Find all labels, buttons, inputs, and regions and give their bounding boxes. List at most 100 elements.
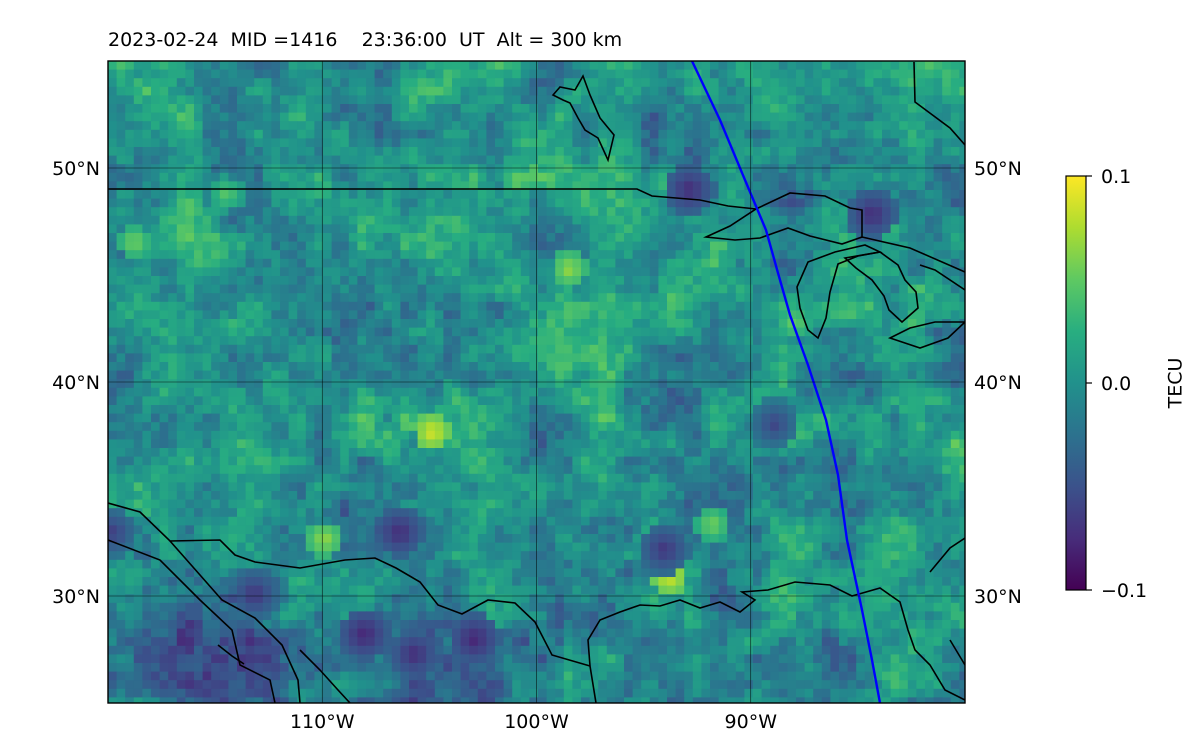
tec-cell	[151, 301, 161, 311]
tec-cell	[151, 344, 161, 354]
tec-cell	[873, 319, 883, 329]
tec-cell	[245, 172, 255, 182]
tec-cell	[469, 258, 479, 268]
tec-cell	[142, 164, 152, 174]
tec-cell	[417, 405, 427, 415]
tec-cell	[469, 465, 479, 475]
tec-cell	[512, 207, 522, 217]
tec-cell	[890, 319, 900, 329]
tec-cell	[632, 86, 642, 96]
tec-cell	[409, 327, 419, 337]
tec-cell	[245, 293, 255, 303]
tec-cell	[142, 121, 152, 131]
tec-cell	[821, 138, 831, 148]
tec-cell	[744, 250, 754, 260]
tec-cell	[899, 327, 909, 337]
tec-cell	[641, 78, 651, 88]
tec-cell	[495, 310, 505, 320]
tec-cell	[744, 344, 754, 354]
tec-cell	[581, 413, 591, 423]
tec-cell	[925, 362, 935, 372]
tec-cell	[383, 422, 393, 432]
tec-cell	[512, 396, 522, 406]
tec-cell	[125, 129, 135, 139]
tec-cell	[228, 362, 238, 372]
tec-cell	[202, 112, 212, 122]
tec-cell	[495, 319, 505, 329]
tec-cell	[374, 138, 384, 148]
tec-cell	[391, 190, 401, 200]
tec-cell	[512, 405, 522, 415]
tec-cell	[744, 370, 754, 380]
tec-cell	[546, 215, 556, 225]
tec-cell	[555, 207, 565, 217]
tec-cell	[555, 215, 565, 225]
tec-cell	[684, 233, 694, 243]
tec-cell	[142, 310, 152, 320]
tec-cell	[692, 61, 702, 71]
tec-cell	[116, 207, 126, 217]
tec-cell	[572, 78, 582, 88]
tec-cell	[727, 344, 737, 354]
tec-cell	[821, 190, 831, 200]
tec-cell	[409, 181, 419, 191]
tec-cell	[675, 215, 685, 225]
tec-cell	[314, 241, 324, 251]
tec-cell	[228, 241, 238, 251]
tec-cell	[323, 439, 333, 449]
tec-cell	[589, 181, 599, 191]
tec-cell	[151, 104, 161, 114]
tec-cell	[323, 456, 333, 466]
tec-cell	[925, 86, 935, 96]
tec-cell	[194, 164, 204, 174]
tec-cell	[804, 430, 814, 440]
tec-cell	[753, 362, 763, 372]
tec-cell	[417, 129, 427, 139]
tec-cell	[159, 456, 169, 466]
tec-cell	[563, 482, 573, 492]
tec-cell	[452, 121, 462, 131]
tec-cell	[563, 147, 573, 157]
tec-cell	[959, 129, 965, 139]
tec-cell	[538, 104, 548, 114]
tec-cell	[684, 121, 694, 131]
tec-cell	[151, 138, 161, 148]
tec-cell	[280, 344, 290, 354]
tec-cell	[305, 319, 315, 329]
tec-cell	[116, 405, 126, 415]
tec-cell	[778, 129, 788, 139]
tec-cell	[804, 473, 814, 483]
tec-cell	[873, 207, 883, 217]
tec-cell	[563, 439, 573, 449]
tec-cell	[555, 473, 565, 483]
tec-cell	[400, 121, 410, 131]
tec-cell	[202, 121, 212, 131]
tec-cell	[237, 250, 247, 260]
tec-cell	[959, 379, 965, 389]
tec-cell	[168, 155, 178, 165]
tec-cell	[529, 155, 539, 165]
tec-cell	[925, 370, 935, 380]
tec-cell	[202, 190, 212, 200]
tec-cell	[959, 215, 965, 225]
tec-cell	[520, 319, 530, 329]
tec-cell	[237, 95, 247, 105]
tec-cell	[409, 387, 419, 397]
tec-cell	[391, 422, 401, 432]
tec-cell	[434, 473, 444, 483]
tec-cell	[563, 190, 573, 200]
tec-cell	[632, 61, 642, 71]
tec-cell	[933, 396, 943, 406]
tec-cell	[555, 362, 565, 372]
tec-cell	[563, 413, 573, 423]
tec-cell	[383, 198, 393, 208]
tec-cell	[262, 370, 272, 380]
tec-cell	[813, 86, 823, 96]
tec-cell	[409, 413, 419, 423]
tec-cell	[572, 396, 582, 406]
tec-cell	[701, 172, 711, 182]
tec-cell	[890, 448, 900, 458]
tec-cell	[796, 86, 806, 96]
tec-cell	[133, 164, 143, 174]
tec-cell	[237, 336, 247, 346]
